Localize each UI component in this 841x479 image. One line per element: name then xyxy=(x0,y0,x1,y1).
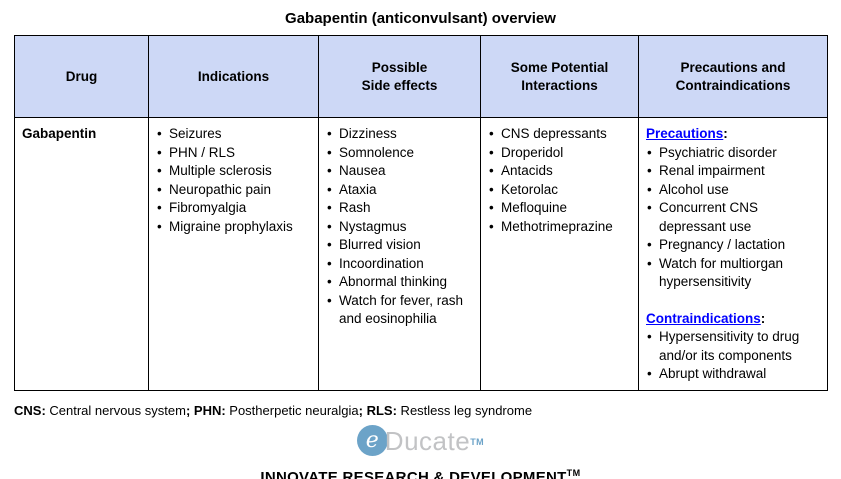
list-item: Concurrent CNS depressant use xyxy=(646,199,823,236)
precautions-heading-word: Precautions xyxy=(646,126,724,141)
list-item: PHN / RLS xyxy=(156,144,314,163)
header-cell-precautions: Precautions and Contraindications xyxy=(638,35,828,118)
logo-circle-icon: e xyxy=(356,425,388,456)
precautions-section: Precautions: Psychiatric disorderRenal i… xyxy=(646,125,823,292)
contraindications-list: Hypersensitivity to drug and/or its comp… xyxy=(646,328,823,384)
precautions-heading: Precautions: xyxy=(646,125,823,144)
list-item: Dizziness xyxy=(326,125,476,144)
contraindications-heading: Contraindications: xyxy=(646,310,823,329)
contraindications-heading-colon: : xyxy=(760,310,766,326)
tagline: INNOVATE RESEARCH & DEVELOPMENTTM xyxy=(0,464,841,479)
tagline-trademark: TM xyxy=(566,467,581,478)
list-item: CNS depressants xyxy=(488,125,634,144)
indications-list: SeizuresPHN / RLSMultiple sclerosisNeuro… xyxy=(156,125,314,236)
header-cell-interactions: Some Potential Interactions xyxy=(480,35,639,118)
list-item: Migraine prophylaxis xyxy=(156,218,314,237)
indications-cell: SeizuresPHN / RLSMultiple sclerosisNeuro… xyxy=(148,117,319,391)
interactions-list: CNS depressantsDroperidolAntacidsKetorol… xyxy=(488,125,634,236)
list-item: Somnolence xyxy=(326,144,476,163)
list-item: Ketorolac xyxy=(488,181,634,200)
list-item: Abnormal thinking xyxy=(326,273,476,292)
list-item: Watch for fever, rash and eosinophilia xyxy=(326,292,476,329)
list-item: Psychiatric disorder xyxy=(646,144,823,163)
precautions-cell: Precautions: Psychiatric disorderRenal i… xyxy=(638,117,828,391)
list-item: Mefloquine xyxy=(488,199,634,218)
contraindications-heading-word: Contraindications xyxy=(646,310,761,326)
interactions-cell: CNS depressantsDroperidolAntacidsKetorol… xyxy=(480,117,639,391)
list-item: Droperidol xyxy=(488,144,634,163)
abbreviations-note: CNS: Central nervous system; PHN: Posthe… xyxy=(14,402,533,418)
drug-name-cell: Gabapentin xyxy=(14,117,149,391)
list-item: Pregnancy / lactation xyxy=(646,236,823,255)
list-item: Alcohol use xyxy=(646,181,823,200)
precautions-heading-colon: : xyxy=(723,126,728,141)
educate-logo: e Ducate TM xyxy=(356,423,485,459)
overview-table: Drug Indications Possible Side effects S… xyxy=(14,35,828,391)
header-cell-side-effects: Possible Side effects xyxy=(318,35,481,118)
side-effects-list: DizzinessSomnolenceNauseaAtaxiaRashNysta… xyxy=(326,125,476,329)
logo-row: e Ducate TM xyxy=(0,423,841,457)
logo-trademark: TM xyxy=(470,436,485,447)
list-item: Nystagmus xyxy=(326,218,476,237)
header-row: Drug Indications Possible Side effects S… xyxy=(14,35,828,118)
list-item: Methotrimeprazine xyxy=(488,218,634,237)
list-item: Blurred vision xyxy=(326,236,476,255)
list-item: Abrupt withdrawal xyxy=(646,365,823,384)
header-cell-indications: Indications xyxy=(148,35,319,118)
list-item: Ataxia xyxy=(326,181,476,200)
logo-text: Ducate xyxy=(384,425,471,456)
contraindications-section: Contraindications: Hypersensitivity to d… xyxy=(646,310,823,384)
list-item: Watch for multiorgan hypersensitivity xyxy=(646,255,823,292)
list-item: Nausea xyxy=(326,162,476,181)
header-cell-drug: Drug xyxy=(14,35,149,118)
list-item: Fibromyalgia xyxy=(156,199,314,218)
list-item: Hypersensitivity to drug and/or its comp… xyxy=(646,328,823,365)
precautions-list: Psychiatric disorderRenal impairmentAlco… xyxy=(646,144,823,292)
list-item: Rash xyxy=(326,199,476,218)
list-item: Antacids xyxy=(488,162,634,181)
table-row: Gabapentin SeizuresPHN / RLSMultiple scl… xyxy=(14,117,828,391)
list-item: Neuropathic pain xyxy=(156,181,314,200)
list-item: Renal impairment xyxy=(646,162,823,181)
list-item: Seizures xyxy=(156,125,314,144)
list-item: Multiple sclerosis xyxy=(156,162,314,181)
page-title: Gabapentin (anticonvulsant) overview xyxy=(285,10,556,27)
side-effects-cell: DizzinessSomnolenceNauseaAtaxiaRashNysta… xyxy=(318,117,481,391)
list-item: Incoordination xyxy=(326,255,476,274)
tagline-text: INNOVATE RESEARCH & DEVELOPMENT xyxy=(260,468,567,479)
